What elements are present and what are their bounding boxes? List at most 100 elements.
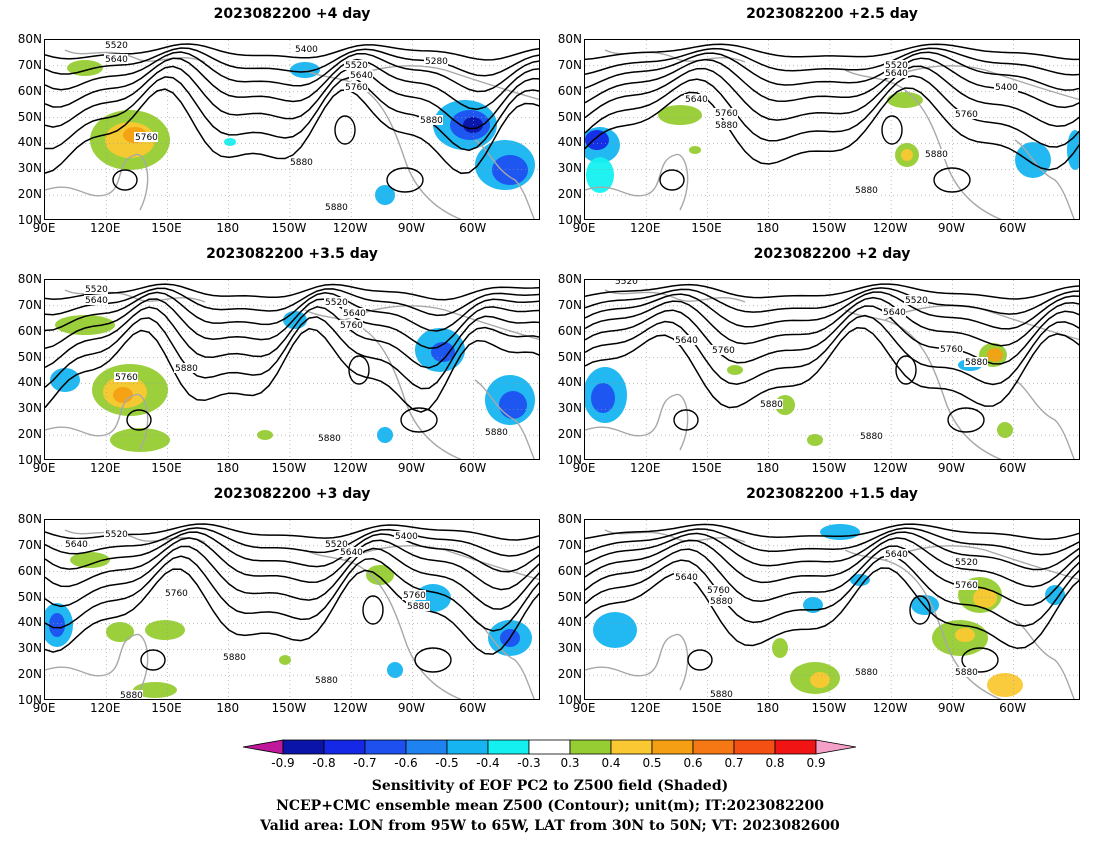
lat-tick-label: 70N [17,297,42,312]
panel-title-4: 2023082200 +2 day [753,246,911,262]
colorbar-tick-label: -0.6 [394,756,418,770]
colorbar-segment [528,739,571,755]
z500-contour [45,88,539,175]
contour-label: 5760 [165,589,188,599]
lon-tick-label: 90E [32,461,56,475]
colorbar-left-arrow [242,739,284,755]
contour-label: 5760 [715,109,738,119]
lon-tick-label: 150W [271,701,307,715]
contour-label-bg [706,585,730,595]
contour-label-bg [324,539,348,549]
colorbar-tick-label: -0.4 [476,756,500,770]
map-panel-3: 5520 5640 5760 5880 5520 5640 5760 5880 5880 [44,279,540,460]
sensitivity-shade [911,595,939,615]
contour-label: 5880 [855,186,878,196]
sensitivity-shade [901,149,913,161]
lon-tick-label: 120W [332,461,368,475]
z500-closed-contour [947,407,985,433]
contour-label-bg [954,557,978,567]
contour-label-bg [709,596,733,606]
contour-label: 5520 [105,41,128,51]
lon-tick-label: 120W [872,701,908,715]
lon-tick-label: 120W [872,221,908,235]
contour-label: 5640 [675,336,698,346]
lon-tick-label: 180 [216,701,240,715]
lon-tick-label: 150E [691,701,722,715]
contour-label-bg [84,284,108,294]
sensitivity-shade [658,105,702,125]
map-svg: 5520564057605880588058805520564054005760… [45,520,539,699]
lon-tick-label: 120E [89,221,121,235]
sensitivity-shade [70,552,110,568]
z500-closed-contour [933,167,971,193]
lat-tick-label: 40N [17,615,42,630]
contour-label-bg [104,40,128,50]
sensitivity-shade [113,387,133,403]
z500-contour [585,287,1079,315]
lon-tick-label: 90E [572,701,596,715]
z500-contour [585,531,1079,571]
coastline [604,289,746,303]
z500-closed-contour [112,169,138,191]
contour-label: 5520 [955,558,978,568]
contour-label: 5880 [325,203,348,213]
z500-contour [45,568,539,655]
lon-tick-label: 60W [999,701,1027,715]
contour-label-bg [884,60,908,70]
lon-tick-label: 150W [811,461,847,475]
lon-tick-label: 150W [271,461,307,475]
contour-label-bg [614,280,638,286]
z500-contour [585,545,1079,607]
contour-label-bg [854,185,878,195]
sensitivity-shade [279,655,291,665]
colorbar-segment [282,739,325,755]
sensitivity-shade [586,157,614,193]
z500-contour [585,314,1079,386]
z500-closed-contour [961,647,999,673]
contour-label: 5760 [955,581,978,591]
contour-label: 5880 [407,602,430,612]
coastline [304,549,462,699]
colorbar-segment [364,739,407,755]
sensitivity-shade [463,117,483,133]
z500-contour [45,283,539,301]
coastline [585,633,689,691]
lat-tick-label: 80N [17,272,42,286]
z500-contour [585,47,1079,76]
lat-tick-label: 20N [17,187,42,202]
contour-label: 5760 [135,133,158,143]
lon-tick-label: 120W [332,701,368,715]
contour-label-bg [709,689,733,699]
colorbar-segment [487,739,530,755]
contour-label-bg [104,54,128,64]
colorbar-tick-label: 0.3 [560,756,580,770]
contour-label-bg [339,547,363,557]
contour-label-bg [314,675,338,685]
sensitivity-shade [499,391,527,419]
z500-contour [45,527,539,557]
contour-label: 5880 [223,653,246,663]
lat-tick-label: 60N [557,563,582,578]
z500-closed-contour [386,167,424,193]
z500-contour [45,65,539,130]
contour-label: 5640 [85,296,108,306]
contour-label-bg [114,372,138,382]
contour-label: 5520 [325,540,348,550]
contour-label: 5880 [715,121,738,131]
lon-tick-label: 180 [756,701,780,715]
z500-contour [45,316,539,390]
contour-label: 5640 [340,548,363,558]
contour-label: 5760 [955,110,978,120]
contour-label: 5640 [350,71,373,81]
z500-closed-contour [881,115,903,145]
lon-tick-label: 150E [151,221,182,235]
map-panel-5: 5520 5640 5760 5880 5880 5880 5520 5640 5400 5760… [44,519,540,700]
contour-label-bg [884,549,908,559]
sensitivity-shade [955,628,975,642]
contour-label: 5760 [707,586,730,596]
lat-tick-label: 30N [17,161,42,176]
contour-label-bg [289,157,313,167]
coastline [474,379,535,459]
contour-label: 5640 [885,69,908,79]
